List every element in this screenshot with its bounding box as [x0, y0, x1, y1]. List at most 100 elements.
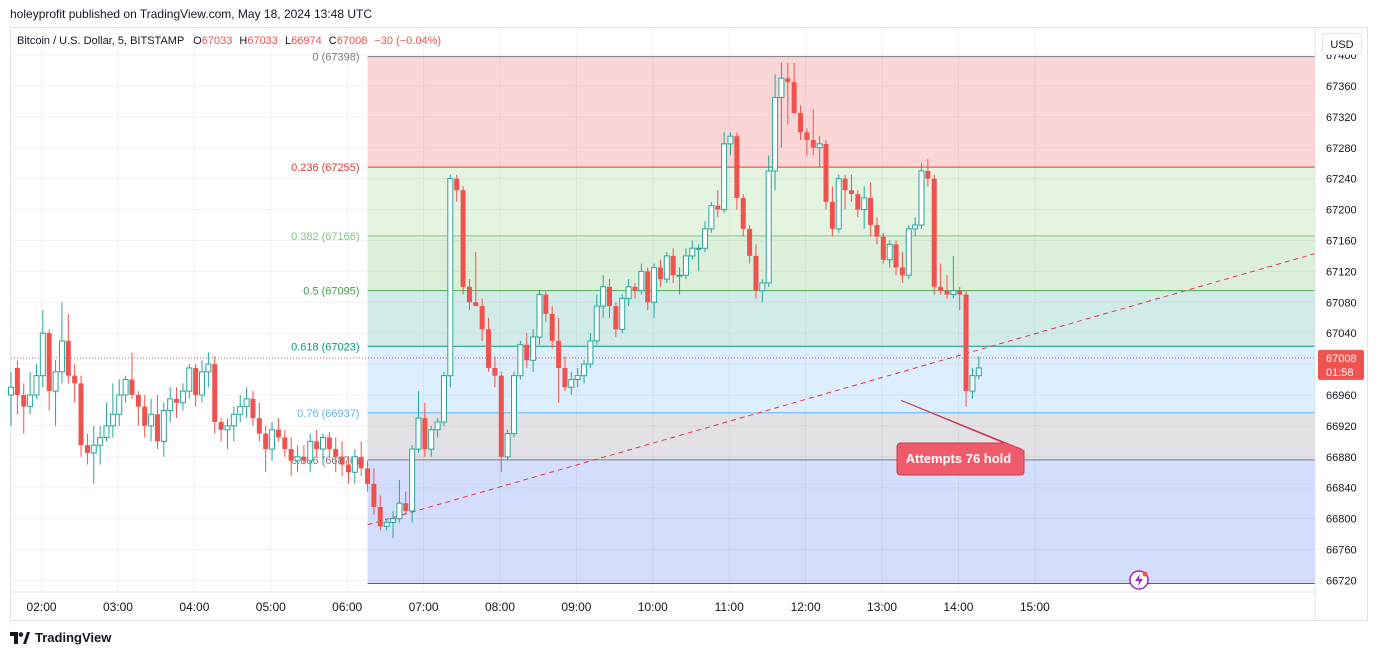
symbol-name[interactable]: Bitcoin / U.S. Dollar, 5, BITSTAMP — [17, 35, 185, 47]
tradingview-logo-text: TradingView — [35, 630, 112, 645]
candle-body — [727, 135, 734, 145]
candle-body — [326, 437, 332, 450]
candle — [886, 240, 893, 268]
candle-body — [950, 290, 957, 296]
time-tick-label: 03:00 — [103, 600, 133, 614]
time-tick-label: 10:00 — [638, 600, 668, 614]
candle-body — [288, 449, 294, 461]
candle — [333, 437, 339, 473]
candle — [21, 383, 27, 434]
fib-label-0.5: 0.5 (67095) — [303, 286, 359, 298]
candle-body — [632, 286, 638, 291]
candle-body — [556, 340, 562, 368]
candle-body — [129, 379, 135, 395]
time-tick-label: 09:00 — [561, 600, 591, 614]
candle-body — [740, 197, 746, 229]
candle — [275, 418, 281, 442]
candle-body — [52, 371, 59, 392]
candle-body — [613, 306, 619, 330]
candle — [663, 252, 670, 283]
candle-body — [103, 425, 110, 438]
candle-body — [377, 507, 383, 527]
candle — [479, 298, 485, 341]
fib-label-0.618: 0.618 (67023) — [291, 341, 360, 353]
candle-body — [428, 429, 435, 450]
fibonacci-retracement[interactable]: 0 (67398) 0.236 (67255) 0.382 (67166) 0.5 (… — [291, 52, 1315, 585]
candle-body — [912, 224, 919, 230]
lightning-icon[interactable] — [1129, 570, 1149, 590]
candle-body — [174, 398, 180, 403]
candle — [880, 232, 886, 264]
close-value: 67008 — [336, 35, 368, 47]
candle-body — [371, 483, 377, 508]
candle-body — [212, 364, 218, 423]
candle — [473, 252, 479, 307]
candle — [868, 182, 874, 237]
candle — [224, 418, 231, 450]
time-axis[interactable]: 02:00 03:00 04:00 05:00 06:00 07:00 08:00 09:00… — [11, 591, 1315, 614]
candle — [759, 279, 766, 303]
candle-body — [689, 247, 696, 257]
candle-body — [734, 136, 740, 198]
candle — [556, 317, 562, 403]
candle-body — [759, 282, 766, 292]
candle-body — [383, 521, 390, 527]
candle — [33, 364, 40, 399]
candle-body — [492, 367, 498, 376]
candle-body — [625, 286, 632, 299]
callout-bubble[interactable] — [896, 399, 1025, 476]
candle-body — [963, 294, 969, 392]
candle — [715, 190, 721, 218]
time-tick-label: 06:00 — [332, 600, 362, 614]
price-axis[interactable]: 6740067360673206728067240672006716067120… — [1314, 28, 1367, 620]
candle — [358, 441, 364, 477]
time-tick-label: 08:00 — [485, 600, 515, 614]
fib-zone-0.382-0.5 — [367, 235, 1315, 291]
candle-body — [250, 398, 256, 419]
candle — [810, 109, 816, 156]
candle-body — [403, 503, 409, 511]
time-tick-label: 04:00 — [179, 600, 209, 614]
time-tick-label: 02:00 — [27, 600, 57, 614]
price-tick-label: 66800 — [1326, 514, 1357, 526]
candle-body — [46, 333, 52, 392]
candle — [963, 290, 969, 407]
last-price-value: 67008 — [1326, 353, 1357, 365]
time-tick-label: 05:00 — [256, 600, 286, 614]
candle — [504, 429, 511, 461]
fib-label-0.76: 0.76 (66937) — [297, 408, 359, 420]
lightning-icon-dot — [1142, 571, 1148, 577]
last-price-tag: 67008 01:58 — [1318, 349, 1364, 380]
candle-body — [868, 197, 874, 226]
candle-body — [607, 286, 613, 307]
fib-label-0.382: 0.382 (67166) — [291, 231, 360, 243]
currency-button[interactable]: USD — [1322, 33, 1362, 55]
published-line: holeyprofit published on TradingView.com… — [10, 7, 372, 21]
callout-annotation[interactable]: Attempts 76 hold — [896, 399, 1025, 476]
price-axis-bg — [1315, 28, 1367, 620]
candle — [785, 62, 791, 125]
candle-body — [122, 379, 129, 396]
candle — [753, 244, 759, 299]
candle-body — [396, 502, 403, 520]
candle-body — [97, 436, 104, 446]
bar-countdown: 01:58 — [1326, 367, 1354, 379]
candle-body — [230, 413, 237, 427]
candle — [778, 62, 785, 148]
candle-body — [587, 340, 594, 365]
candle — [511, 371, 518, 438]
last-price-box — [1318, 349, 1364, 380]
candle-body — [307, 440, 314, 462]
candle-body — [294, 456, 301, 462]
candle-body — [944, 290, 950, 295]
trendline[interactable] — [367, 253, 1316, 526]
trendline-dashed[interactable] — [367, 253, 1316, 526]
candle — [409, 445, 416, 523]
candle — [97, 425, 104, 465]
candle-body — [269, 429, 276, 450]
candle — [835, 174, 842, 233]
candle-body — [810, 140, 816, 148]
candle-body — [861, 197, 868, 211]
tradingview-logo[interactable]: TradingView — [10, 630, 111, 645]
